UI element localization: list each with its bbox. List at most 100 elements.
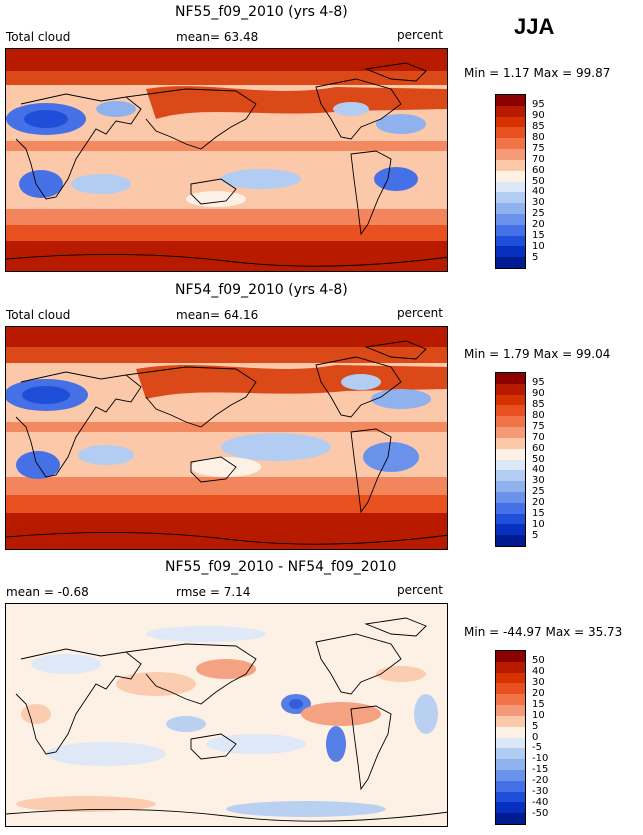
panel3-title: NF55_f09_2010 - NF54_f09_2010	[165, 559, 397, 575]
colorbar-swatch	[496, 535, 525, 546]
colorbar-swatch	[496, 491, 525, 503]
colorbar-tick-label: 15	[532, 698, 545, 710]
colorbar-swatch	[496, 737, 525, 749]
colorbar-tick-label: 95	[532, 376, 545, 388]
colorbar-swatch	[496, 791, 525, 803]
colorbar-tick-label: -10	[532, 753, 549, 765]
panel3-map	[5, 603, 448, 827]
panel2-units-label: percent	[397, 306, 443, 320]
colorbar-swatch	[496, 394, 525, 406]
colorbar-tick-label: 80	[532, 409, 545, 421]
panel3-units-label: percent	[397, 583, 443, 597]
panel3-minmax: Min = -44.97 Max = 35.73	[464, 625, 623, 639]
colorbar-tick-label: 0	[532, 731, 539, 743]
colorbar-tick-label: 40	[532, 464, 545, 476]
colorbar-tick-label: -5	[532, 742, 542, 754]
colorbar-tick-label: 5	[532, 720, 539, 732]
panel1-title: NF55_f09_2010 (yrs 4-8)	[175, 4, 348, 20]
colorbar-tick-label: 70	[532, 431, 545, 443]
colorbar-tick-label: 70	[532, 153, 545, 165]
colorbar-tick-label: 85	[532, 120, 545, 132]
colorbar-swatch	[496, 373, 525, 384]
colorbar-tick-label: 10	[532, 709, 545, 721]
panel2-variable-label: Total cloud	[6, 308, 71, 322]
panel1-map	[5, 48, 448, 272]
colorbar-swatch	[496, 448, 525, 460]
colorbar-tick-label: 95	[532, 98, 545, 110]
colorbar-tick-label: 20	[532, 219, 545, 231]
colorbar-swatch	[496, 524, 525, 536]
colorbar-tick-label: 30	[532, 197, 545, 209]
panel1-colorbar	[495, 94, 526, 269]
colorbar-tick-label: -40	[532, 797, 549, 809]
colorbar-tick-label: -20	[532, 775, 549, 787]
colorbar-swatch	[496, 459, 525, 471]
colorbar-swatch	[496, 802, 525, 814]
colorbar-swatch	[496, 416, 525, 428]
colorbar-swatch	[496, 105, 525, 117]
colorbar-swatch	[496, 481, 525, 492]
colorbar-swatch	[496, 116, 525, 128]
colorbar-swatch	[496, 661, 525, 673]
colorbar-swatch	[496, 159, 525, 171]
colorbar-swatch	[496, 127, 525, 139]
colorbar-tick-label: 50	[532, 654, 545, 666]
colorbar-tick-label: 90	[532, 109, 545, 121]
colorbar-swatch	[496, 427, 525, 438]
panel1-units-label: percent	[397, 28, 443, 42]
colorbar-tick-label: -15	[532, 764, 549, 776]
colorbar-tick-label: 30	[532, 676, 545, 688]
colorbar-swatch	[496, 769, 525, 781]
colorbar-swatch	[496, 257, 525, 268]
colorbar-swatch	[496, 95, 525, 106]
colorbar-tick-label: 25	[532, 208, 545, 220]
colorbar-swatch	[496, 437, 525, 449]
panel1-variable-label: Total cloud	[6, 30, 71, 44]
colorbar-tick-label: 15	[532, 508, 545, 520]
colorbar-swatch	[496, 502, 525, 514]
colorbar-tick-label: 40	[532, 186, 545, 198]
colorbar-tick-label: 60	[532, 164, 545, 176]
panel2-colorbar	[495, 372, 526, 547]
colorbar-tick-label: 80	[532, 131, 545, 143]
colorbar-swatch	[496, 672, 525, 684]
colorbar-swatch	[496, 192, 525, 204]
colorbar-tick-label: 20	[532, 497, 545, 509]
colorbar-swatch	[496, 759, 525, 770]
colorbar-swatch	[496, 170, 525, 182]
colorbar-tick-label: 50	[532, 453, 545, 465]
colorbar-tick-label: 20	[532, 687, 545, 699]
colorbar-swatch	[496, 246, 525, 258]
colorbar-swatch	[496, 726, 525, 738]
colorbar-swatch	[496, 651, 525, 662]
colorbar-swatch	[496, 181, 525, 193]
panel1-mean-label: mean= 63.48	[176, 30, 259, 44]
colorbar-swatch	[496, 748, 525, 760]
colorbar-swatch	[496, 470, 525, 482]
colorbar-swatch	[496, 149, 525, 160]
panel2-minmax: Min = 1.79 Max = 99.04	[464, 347, 611, 361]
colorbar-tick-label: -30	[532, 786, 549, 798]
season-label: JJA	[514, 14, 555, 39]
panel2-map	[5, 326, 448, 550]
colorbar-tick-label: 15	[532, 230, 545, 242]
colorbar-swatch	[496, 780, 525, 792]
colorbar-swatch	[496, 683, 525, 695]
panel1-minmax: Min = 1.17 Max = 99.87	[464, 66, 611, 80]
colorbar-tick-label: 40	[532, 665, 545, 677]
colorbar-tick-label: 10	[532, 241, 545, 253]
colorbar-swatch	[496, 235, 525, 247]
colorbar-tick-label: 10	[532, 519, 545, 531]
colorbar-tick-label: 90	[532, 387, 545, 399]
colorbar-swatch	[496, 513, 525, 525]
colorbar-swatch	[496, 715, 525, 727]
colorbar-tick-label: 75	[532, 420, 545, 432]
panel2-title: NF54_f09_2010 (yrs 4-8)	[175, 282, 348, 298]
colorbar-tick-label: 50	[532, 175, 545, 187]
panel3-mean-label: mean = -0.68	[6, 585, 89, 599]
colorbar-swatch	[496, 405, 525, 417]
colorbar-tick-label: 5	[532, 252, 539, 264]
colorbar-swatch	[496, 705, 525, 716]
colorbar-swatch	[496, 213, 525, 225]
colorbar-swatch	[496, 813, 525, 824]
